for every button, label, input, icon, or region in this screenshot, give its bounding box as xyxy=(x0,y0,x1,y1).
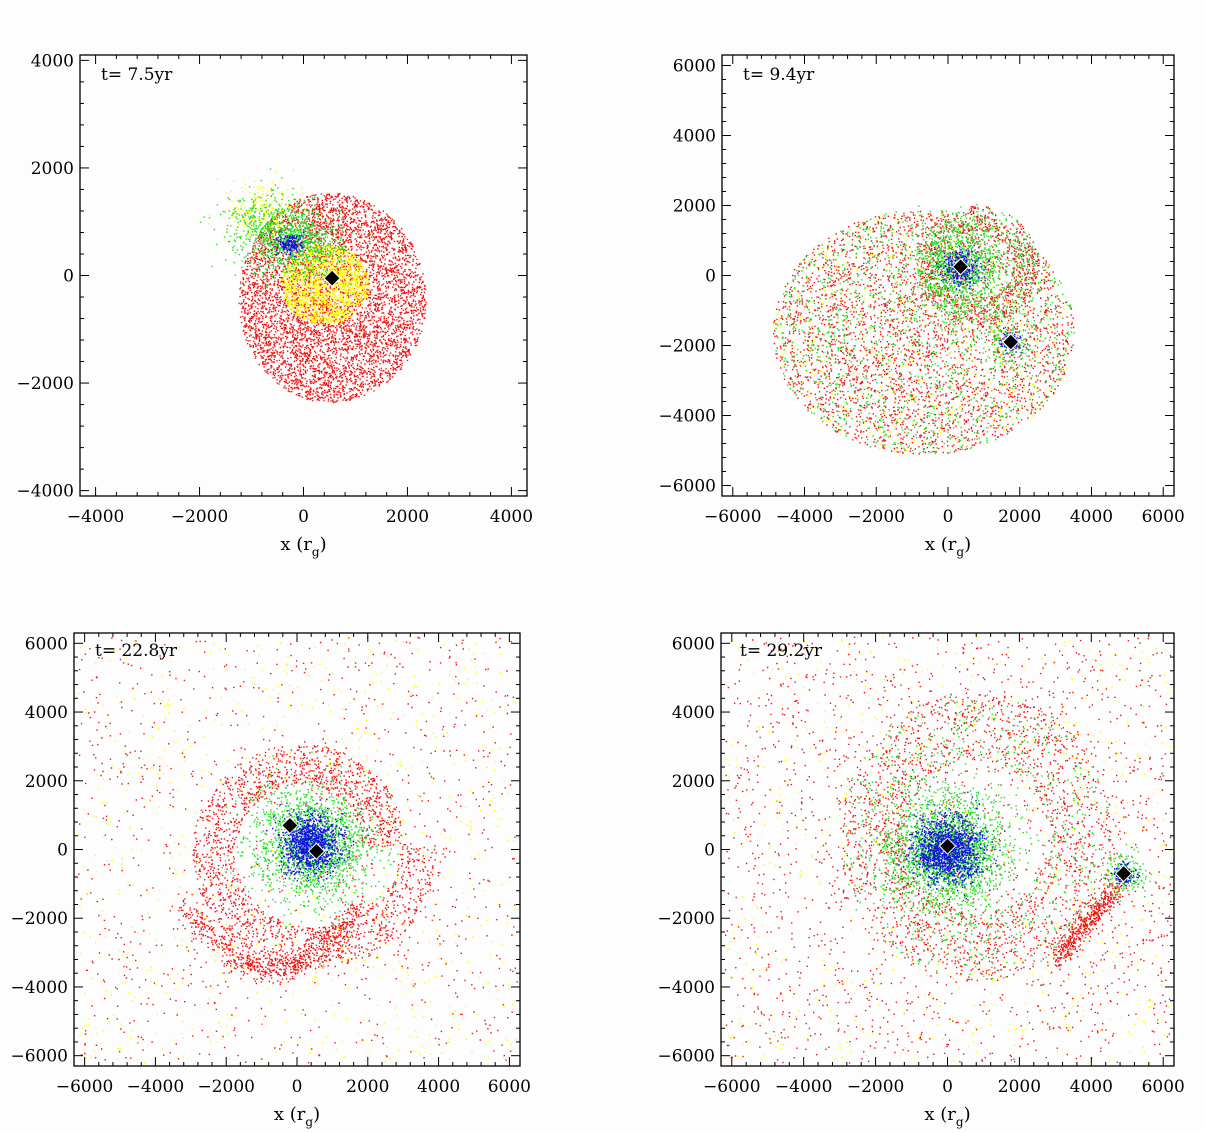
y-tick-label: 6000 xyxy=(25,634,68,654)
x-tick-label: 0 xyxy=(292,1077,303,1097)
y-tick-label: −6000 xyxy=(10,1047,68,1067)
x-tick-label: −2000 xyxy=(171,507,229,527)
particles xyxy=(772,204,1075,455)
scatter-plot-4: −6000 −4000 −2000 0 2000 4000 6000 −6000 −4000 −2… xyxy=(657,632,1185,1129)
x-tick-label: 4000 xyxy=(417,1077,460,1097)
blue-particle-cloud xyxy=(270,230,305,258)
x-axis-label: x (rg) xyxy=(274,1104,320,1129)
x-tick-label: −6000 xyxy=(703,1077,761,1097)
y-tick-label: 0 xyxy=(705,267,716,287)
y-tick-label: 0 xyxy=(63,267,74,287)
x-tick-label: −2000 xyxy=(847,1077,905,1097)
black-hole-marker xyxy=(307,842,326,860)
x-axis-label: x (rg) xyxy=(924,1104,970,1129)
blue-particle-cloud xyxy=(266,798,364,887)
y-tick-label: −2000 xyxy=(16,374,74,394)
green-particles xyxy=(773,204,1075,454)
x-axis-label: x (rg) xyxy=(280,534,326,559)
y-tick-label: 4000 xyxy=(673,127,716,147)
x-tick-label: 6000 xyxy=(1142,507,1185,527)
panel-2: −6000 −4000 −2000 0 2000 4000 6000 −6000 −4000 −2… xyxy=(600,0,1205,570)
y-tick-label: 6000 xyxy=(673,57,716,77)
black-hole-marker xyxy=(1114,864,1133,883)
scatter-plot-1: −4000 −2000 0 2000 4000 −4000 −2000 0 2000 4000 x … xyxy=(16,51,533,559)
y-tick-label: 0 xyxy=(704,841,715,861)
x-tick-label: 0 xyxy=(942,1077,953,1097)
x-tick-label: −2000 xyxy=(197,1077,255,1097)
x-axis-label: x (rg) xyxy=(925,534,971,559)
panel-1: −4000 −2000 0 2000 4000 −4000 −2000 0 2000 4000 x … xyxy=(0,0,590,570)
blue-particle-cloud xyxy=(876,791,1140,909)
x-tick-label: −2000 xyxy=(847,507,905,527)
plot-frame xyxy=(73,632,521,1067)
green-particles xyxy=(199,168,374,298)
x-tick-label: 2000 xyxy=(346,1077,389,1097)
y-tick-label: −6000 xyxy=(657,1047,715,1067)
scatter-plot-2: −6000 −4000 −2000 0 2000 4000 6000 −6000 −4000 −2… xyxy=(658,54,1185,559)
black-hole-marker xyxy=(951,258,970,276)
x-tick-label: −4000 xyxy=(776,507,834,527)
y-tick-label: 6000 xyxy=(672,634,715,654)
x-tick-label: 2000 xyxy=(998,1077,1041,1097)
x-tick-label: 6000 xyxy=(1142,1077,1185,1097)
x-tick-label: 4000 xyxy=(1070,507,1113,527)
green-particle-cloud xyxy=(199,168,374,298)
x-tick-label: −4000 xyxy=(67,507,125,527)
particles xyxy=(724,636,1172,1064)
y-tick-label: −4000 xyxy=(10,978,68,998)
black-hole-marker xyxy=(938,837,957,855)
particles xyxy=(199,168,427,404)
y-tick-label: −2000 xyxy=(657,909,715,929)
scatter-plot-3: −6000 −4000 −2000 0 2000 4000 6000 −6000 −4000 −2… xyxy=(10,632,531,1129)
y-tick-label: −4000 xyxy=(657,978,715,998)
blue-particles xyxy=(266,798,364,887)
x-tick-label: −4000 xyxy=(127,1077,185,1097)
x-tick-label: −6000 xyxy=(704,507,762,527)
y-tick-label: 4000 xyxy=(672,703,715,723)
y-tick-label: 4000 xyxy=(31,51,74,71)
y-tick-label: 2000 xyxy=(673,197,716,217)
x-tick-label: 4000 xyxy=(1070,1077,1113,1097)
y-tick-label: −4000 xyxy=(658,407,716,427)
green-particle-cloud xyxy=(773,204,1075,454)
x-tick-label: 2000 xyxy=(386,507,429,527)
panel-4: −6000 −4000 −2000 0 2000 4000 6000 −6000 −4000 −2… xyxy=(600,575,1205,1133)
black-hole-marker xyxy=(1002,333,1020,351)
y-tick-label: −2000 xyxy=(658,337,716,357)
time-label: t= 7.5yr xyxy=(101,65,173,85)
y-tick-label: 2000 xyxy=(25,772,68,792)
time-label: t= 9.4yr xyxy=(743,65,815,85)
blue-particles xyxy=(270,230,305,258)
x-tick-label: 2000 xyxy=(998,507,1041,527)
green-particles xyxy=(828,694,1157,980)
blue-particle-cloud xyxy=(931,244,1025,356)
y-tick-label: 2000 xyxy=(31,159,74,179)
plot-frame xyxy=(79,54,528,497)
y-tick-label: −2000 xyxy=(10,909,68,929)
y-tick-label: 4000 xyxy=(25,703,68,723)
panel-3: −6000 −4000 −2000 0 2000 4000 6000 −6000 −4000 −2… xyxy=(0,575,590,1133)
x-tick-label: −4000 xyxy=(775,1077,833,1097)
black-hole-marker xyxy=(281,816,299,835)
x-tick-label: 4000 xyxy=(490,507,533,527)
y-tick-label: −6000 xyxy=(658,477,716,497)
x-tick-label: 0 xyxy=(298,507,309,527)
y-tick-label: 2000 xyxy=(672,772,715,792)
particles xyxy=(77,636,518,1064)
y-tick-label: 0 xyxy=(57,841,68,861)
black-hole-marker xyxy=(323,269,341,287)
green-particle-cloud xyxy=(828,694,1157,980)
time-label: t= 22.8yr xyxy=(95,641,178,661)
blue-particles xyxy=(876,791,1140,909)
x-tick-label: 6000 xyxy=(488,1077,531,1097)
blue-particles xyxy=(931,244,1025,356)
y-tick-label: −4000 xyxy=(16,482,74,502)
x-tick-label: −6000 xyxy=(56,1077,114,1097)
x-tick-label: 0 xyxy=(943,507,954,527)
time-label: t= 29.2yr xyxy=(740,641,823,661)
